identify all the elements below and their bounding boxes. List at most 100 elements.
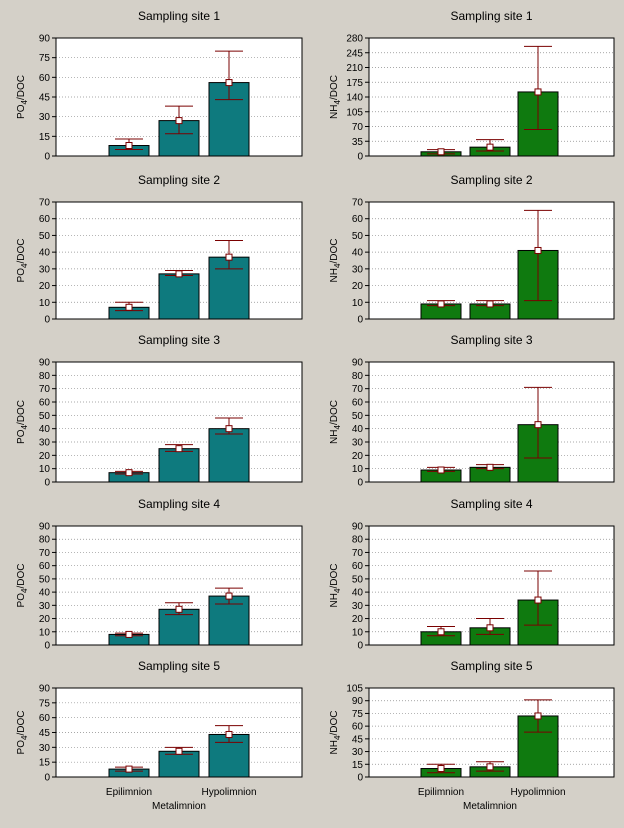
y-tick-label: 105 [346, 684, 363, 695]
mean-marker [486, 463, 494, 471]
y-tick-label: 90 [39, 34, 51, 45]
chart-panel: 0 15 30 45 60 75 90 Sampling site 1 PO4/DOC [16, 9, 303, 163]
y-tick-label: 20 [352, 614, 364, 625]
y-tick-label: 15 [39, 132, 51, 143]
y-tick-label: 10 [39, 298, 51, 309]
chart-title: Sampling site 1 [138, 9, 220, 23]
y-tick-label: 30 [352, 747, 364, 758]
y-tick-label: 80 [39, 371, 51, 382]
mean-marker [486, 143, 494, 151]
y-tick-label: 30 [39, 112, 51, 123]
y-tick-label: 210 [346, 63, 363, 74]
y-tick-label: 10 [352, 298, 364, 309]
y-tick-label: 60 [39, 73, 51, 84]
plot-area [369, 202, 614, 319]
chart-title: Sampling site 4 [138, 497, 220, 511]
y-tick-label: 40 [352, 248, 364, 259]
y-tick-label: 70 [39, 198, 51, 209]
y-tick-label: 45 [352, 734, 364, 745]
bar [208, 428, 250, 483]
y-tick-label: 10 [352, 627, 364, 638]
y-tick-label: 40 [39, 424, 51, 435]
mean-marker [534, 712, 542, 720]
y-axis-label: PO4/DOC [16, 75, 29, 119]
y-tick-label: 20 [39, 281, 51, 292]
bar [158, 608, 200, 646]
x-category-label: Metalimnion [463, 801, 517, 812]
bar [158, 448, 200, 483]
mean-marker [486, 763, 494, 771]
mean-marker [225, 253, 233, 261]
y-tick-label: 30 [39, 601, 51, 612]
chart-panel: 0 10 20 30 40 50 60 70 80 90 Sampling site 3 NH4/DO… [329, 333, 615, 489]
y-tick-label: 50 [39, 231, 51, 242]
y-tick-label: 90 [352, 522, 364, 533]
y-tick-label: 0 [44, 641, 50, 652]
y-tick-label: 10 [39, 627, 51, 638]
y-axis-label: PO4/DOC [16, 711, 29, 755]
y-tick-label: 20 [39, 614, 51, 625]
y-tick-label: 90 [39, 358, 51, 369]
mean-marker [437, 148, 445, 156]
chart-panel: 0 35 70 105 140 175 210 245 280 Sampling site 1 NH… [329, 9, 615, 163]
y-tick-label: 10 [352, 464, 364, 475]
y-tick-label: 50 [39, 411, 51, 422]
plot-area [369, 362, 614, 482]
mean-marker [125, 303, 133, 311]
mean-marker [437, 466, 445, 474]
y-axis-label: NH4/DOC [329, 400, 342, 444]
bar [158, 273, 200, 320]
mean-marker [175, 605, 183, 613]
y-tick-label: 80 [352, 535, 364, 546]
y-tick-label: 0 [357, 773, 363, 784]
y-tick-label: 75 [39, 53, 51, 64]
y-tick-label: 45 [39, 728, 51, 739]
mean-marker [486, 624, 494, 632]
y-tick-label: 30 [39, 438, 51, 449]
y-tick-label: 45 [39, 93, 51, 104]
y-tick-label: 40 [39, 588, 51, 599]
mean-marker [534, 421, 542, 429]
y-tick-label: 20 [352, 281, 364, 292]
y-tick-label: 40 [39, 248, 51, 259]
mean-marker [534, 596, 542, 604]
y-tick-label: 75 [352, 709, 364, 720]
y-tick-label: 0 [357, 641, 363, 652]
y-tick-label: 70 [352, 384, 364, 395]
y-tick-label: 70 [39, 384, 51, 395]
y-tick-label: 60 [39, 214, 51, 225]
y-tick-label: 0 [357, 152, 363, 163]
y-tick-label: 40 [352, 588, 364, 599]
y-tick-label: 50 [39, 574, 51, 585]
y-tick-label: 30 [39, 743, 51, 754]
chart-panel: 0 10 20 30 40 50 60 70 80 90 Sampling site 4 NH4/DO… [329, 497, 615, 652]
y-tick-label: 0 [44, 152, 50, 163]
chart-title: Sampling site 2 [138, 173, 220, 187]
y-tick-label: 70 [352, 122, 364, 133]
chart-title: Sampling site 2 [450, 173, 532, 187]
y-tick-label: 60 [352, 214, 364, 225]
y-tick-label: 0 [357, 478, 363, 489]
y-tick-label: 60 [352, 561, 364, 572]
chart-title: Sampling site 5 [450, 659, 532, 673]
chart-title: Sampling site 4 [450, 497, 532, 511]
y-tick-label: 105 [346, 107, 363, 118]
mean-marker [175, 747, 183, 755]
mean-marker [175, 445, 183, 453]
chart-title: Sampling site 1 [450, 9, 532, 23]
y-tick-label: 50 [352, 231, 364, 242]
y-tick-label: 60 [352, 722, 364, 733]
x-category-label: Epilimnion [418, 787, 464, 798]
y-tick-label: 70 [352, 548, 364, 559]
mean-marker [486, 300, 494, 308]
mean-marker [225, 730, 233, 738]
y-tick-label: 20 [39, 451, 51, 462]
y-tick-label: 245 [346, 48, 363, 59]
y-tick-label: 30 [352, 438, 364, 449]
y-tick-label: 90 [39, 522, 51, 533]
mean-marker [225, 79, 233, 87]
y-tick-label: 60 [39, 398, 51, 409]
y-tick-label: 60 [39, 561, 51, 572]
chart-panel: 0 10 20 30 40 50 60 70 80 90 Sampling site 3 PO4/DO… [16, 333, 303, 489]
